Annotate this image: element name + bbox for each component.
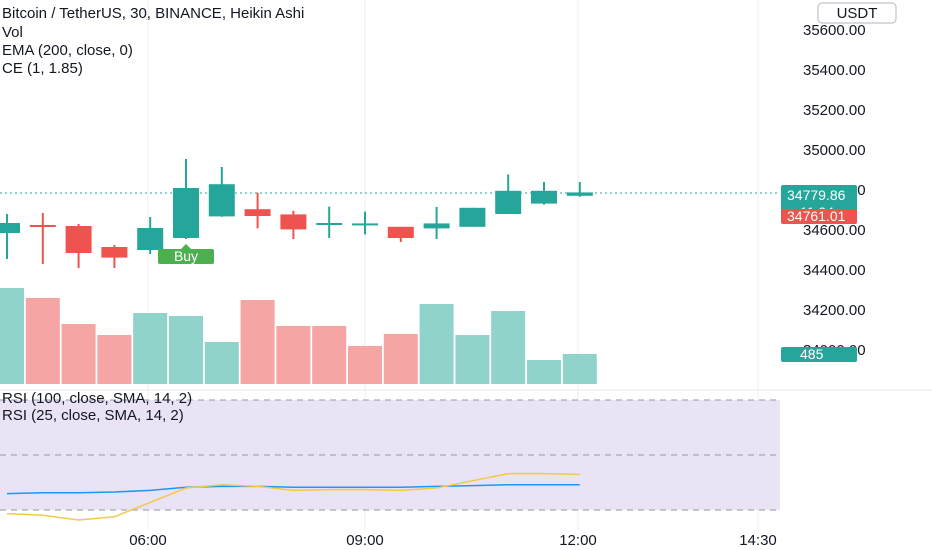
volume-bar: [348, 346, 382, 384]
time-tick-label: 14:30: [739, 532, 777, 549]
candle-body: [280, 214, 307, 230]
volume-bar: [240, 300, 275, 384]
time-tick-label: 12:00: [559, 532, 597, 549]
rsi-label-100[interactable]: RSI (100, close, SMA, 14, 2): [2, 390, 192, 407]
candle-body: [495, 190, 522, 214]
price-tick-label: 35600.00: [803, 22, 866, 39]
candle-body: [244, 209, 271, 216]
volume-bar: [61, 324, 96, 384]
candles: [0, 159, 593, 268]
time-tick-label: 09:00: [346, 532, 384, 549]
rsi-label-25[interactable]: RSI (25, close, SMA, 14, 2): [2, 407, 184, 424]
volume-bar: [133, 313, 168, 384]
candle-body: [137, 228, 164, 250]
time-axis[interactable]: 06:00 09:00 12:00 14:30: [129, 532, 777, 549]
time-tick-label: 06:00: [129, 532, 167, 549]
symbol-title[interactable]: Bitcoin / TetherUS, 30, BINANCE, Heikin …: [2, 5, 304, 22]
volume-bar: [97, 335, 132, 384]
volume-bar: [0, 288, 24, 384]
indicator-vol[interactable]: Vol: [2, 24, 23, 41]
rsi-slow-line: [6, 484, 580, 495]
price-tick-label: 35400.00: [803, 62, 866, 79]
volume-bar: [455, 335, 490, 384]
currency-button[interactable]: USDT: [817, 2, 897, 24]
candle-body: [101, 247, 128, 258]
currency-button-label: USDT: [837, 5, 878, 22]
candle-body: [29, 225, 56, 227]
last-price-value: 34779.86: [787, 187, 846, 203]
price-tick-label: 35000.00: [803, 142, 866, 159]
volume-bar: [204, 342, 239, 384]
volume-bar: [562, 354, 597, 384]
volume-tag: 485: [781, 346, 857, 362]
volume-bar: [383, 334, 418, 384]
candle-body: [316, 223, 343, 225]
buy-signal-box: [158, 249, 214, 264]
price-tick-label: 34200.00: [803, 302, 866, 319]
volume-bar: [419, 304, 454, 384]
buy-signal-label: Buy: [174, 248, 198, 264]
indicator-ema[interactable]: EMA (200, close, 0): [2, 42, 133, 59]
rsi-fast-line: [6, 472, 580, 521]
ce-price-tag: 34761.01: [781, 208, 857, 224]
candle-body: [387, 226, 414, 238]
buy-signal-tag: Buy: [158, 244, 214, 264]
buy-signal-arrow: [181, 244, 191, 249]
candle-body: [352, 223, 378, 226]
candle-body: [208, 184, 235, 217]
candle-body: [531, 190, 557, 204]
candle-body: [423, 223, 450, 229]
price-tick-label: 35200.00: [803, 102, 866, 119]
price-tick-label: 34400.00: [803, 262, 866, 279]
candle-body: [173, 188, 199, 238]
volume-bar: [491, 311, 526, 384]
ce-price-value: 34761.01: [787, 208, 846, 224]
candle-body: [0, 223, 20, 233]
volume-bar: [169, 316, 203, 384]
candle-body: [459, 207, 486, 227]
price-tick-label: 34600.00: [803, 222, 866, 239]
chart-legend: Bitcoin / TetherUS, 30, BINANCE, Heikin …: [2, 5, 304, 424]
volume-bar: [312, 326, 347, 384]
volume-value: 485: [800, 346, 824, 362]
volume-bars: [0, 288, 597, 384]
indicator-ce[interactable]: CE (1, 1.85): [2, 60, 83, 77]
volume-bar: [25, 298, 60, 384]
candle-body: [65, 226, 92, 253]
volume-bar: [527, 360, 561, 384]
candle-body: [566, 192, 593, 196]
volume-bar: [276, 326, 311, 384]
